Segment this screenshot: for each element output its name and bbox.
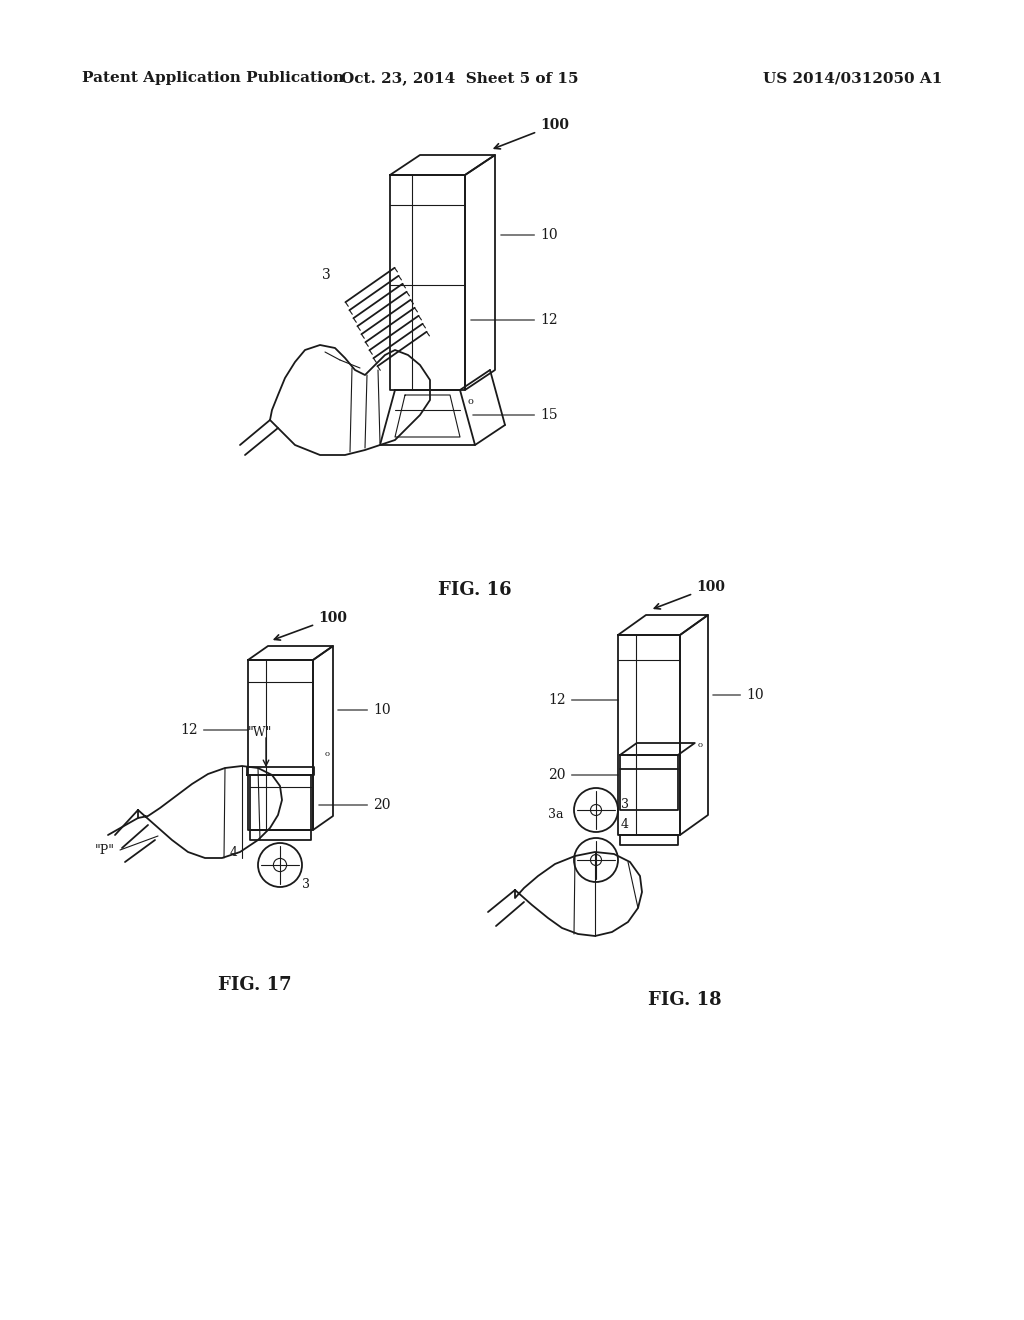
- Text: o: o: [697, 741, 702, 748]
- Text: Oct. 23, 2014  Sheet 5 of 15: Oct. 23, 2014 Sheet 5 of 15: [341, 71, 579, 84]
- Text: 3: 3: [302, 879, 310, 891]
- Text: US 2014/0312050 A1: US 2014/0312050 A1: [763, 71, 942, 84]
- Text: 12: 12: [471, 313, 558, 327]
- Text: 12: 12: [180, 723, 248, 737]
- Text: o: o: [467, 397, 473, 407]
- Text: 10: 10: [338, 704, 390, 717]
- Text: FIG. 16: FIG. 16: [438, 581, 512, 599]
- Text: 15: 15: [473, 408, 558, 422]
- Text: 20: 20: [318, 799, 390, 812]
- Text: o: o: [325, 750, 330, 758]
- Text: "P": "P": [95, 843, 115, 857]
- Text: 12: 12: [549, 693, 618, 708]
- Text: 3a: 3a: [548, 808, 563, 821]
- Text: FIG. 18: FIG. 18: [648, 991, 722, 1008]
- Text: 20: 20: [549, 768, 618, 781]
- Text: 10: 10: [713, 688, 764, 702]
- Text: 4: 4: [230, 846, 238, 858]
- Text: 10: 10: [501, 228, 558, 242]
- Text: 3: 3: [322, 268, 331, 282]
- Text: Patent Application Publication: Patent Application Publication: [82, 71, 344, 84]
- Text: 100: 100: [274, 611, 347, 640]
- Text: "W": "W": [248, 726, 272, 739]
- Text: 3: 3: [621, 799, 629, 812]
- Text: 4: 4: [621, 818, 629, 832]
- Text: 100: 100: [495, 117, 569, 149]
- Text: FIG. 17: FIG. 17: [218, 975, 292, 994]
- Text: 100: 100: [654, 579, 725, 609]
